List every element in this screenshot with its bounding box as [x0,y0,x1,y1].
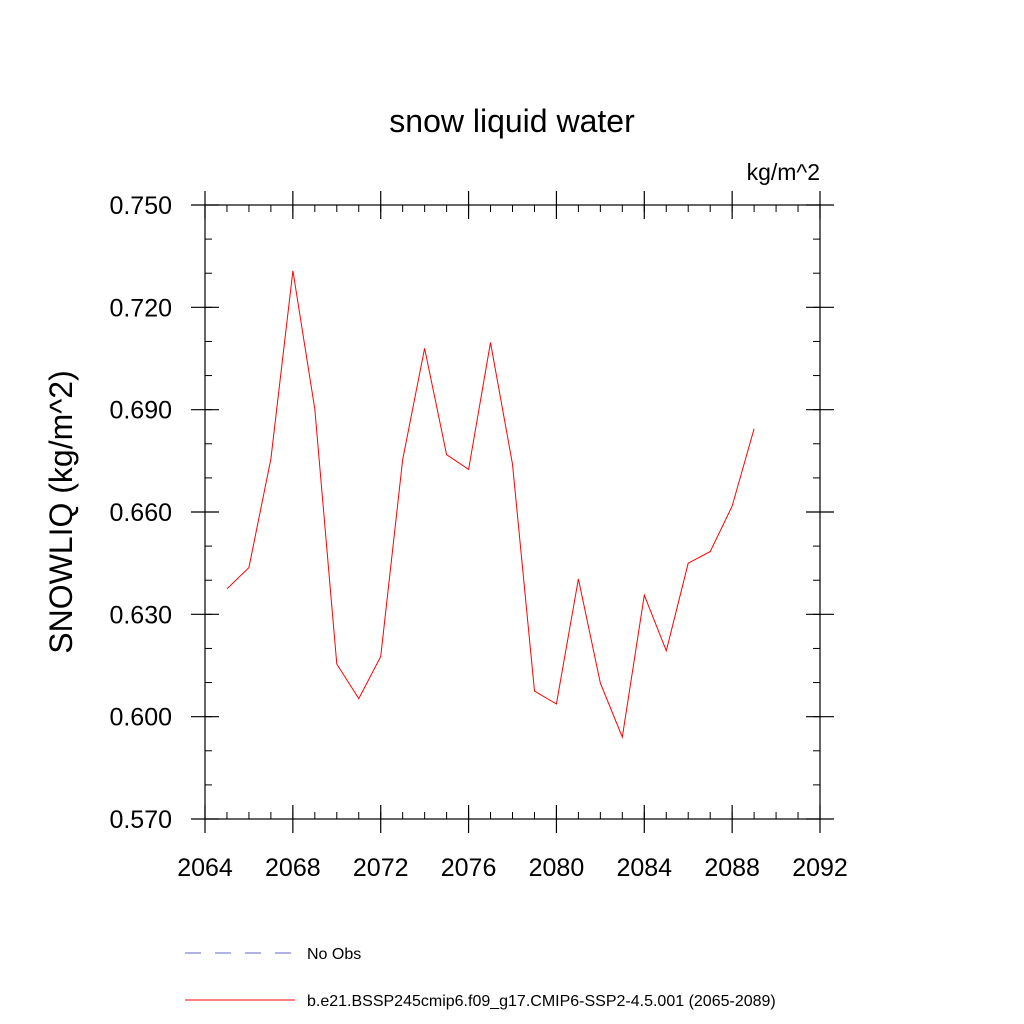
x-tick-label: 2092 [792,854,848,882]
y-tick-label: 0.630 [109,601,172,629]
x-tick-label: 2076 [441,854,497,882]
units-label: kg/m^2 [747,159,820,185]
y-tick-label: 0.600 [109,704,172,732]
plot-frame [204,204,821,820]
y-tick-label: 0.720 [109,294,172,322]
series-layer [226,270,755,739]
x-tick-label: 2068 [265,854,321,882]
legend: No Obs b.e21.BSSP245cmip6.f09_g17.CMIP6-… [185,946,776,1010]
legend-label-no-obs: No Obs [307,946,361,963]
tick-labels: 2064 2068 2072 2076 2080 2084 2088 2092 0.570 0.6… [109,192,847,882]
y-axis-label: SNOWLIQ (kg/m^2) [43,370,79,653]
x-tick-label: 2084 [616,854,672,882]
x-tick-label: 2064 [177,854,233,882]
y-tick-label: 0.660 [109,499,172,527]
x-tick-label: 2088 [704,854,760,882]
y-tick-label: 0.750 [109,192,172,220]
series-line [226,270,755,739]
major-ticks [191,191,834,833]
x-tick-label: 2072 [353,854,409,882]
y-tick-label: 0.570 [109,806,172,834]
chart-title: snow liquid water [389,103,635,139]
x-tick-label: 2080 [529,854,585,882]
y-tick-label: 0.690 [109,397,172,425]
legend-label-model-run: b.e21.BSSP245cmip6.f09_g17.CMIP6-SSP2-4.… [307,993,776,1010]
